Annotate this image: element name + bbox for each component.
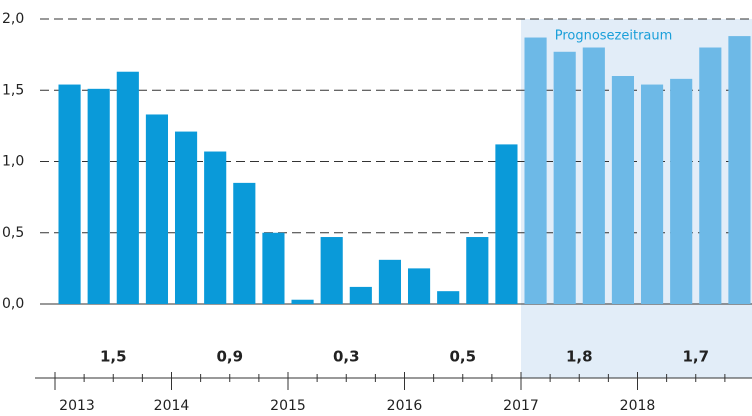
x-tick-label: 2015 — [270, 398, 306, 414]
x-tick-label: 2014 — [154, 398, 190, 414]
bar — [145, 114, 169, 304]
bar — [611, 76, 635, 304]
forecast-label: Prognosezeitraum — [555, 29, 673, 44]
bar — [699, 47, 722, 304]
bar — [728, 36, 751, 304]
bar — [553, 51, 576, 305]
bar — [320, 237, 343, 304]
x-tick-label: 2013 — [59, 398, 95, 414]
bar — [640, 84, 664, 304]
annual-value-label: 0,9 — [216, 348, 243, 366]
bar — [582, 47, 605, 304]
bar — [437, 291, 460, 304]
bar — [116, 71, 139, 304]
bar — [349, 286, 372, 304]
bar — [174, 131, 198, 304]
bar — [58, 84, 81, 304]
bar — [466, 237, 489, 304]
bar — [378, 259, 402, 304]
annual-value-label: 1,5 — [100, 348, 127, 366]
bar — [291, 299, 314, 304]
bar — [495, 144, 518, 304]
annual-value-label: 1,8 — [566, 348, 593, 366]
x-tick-label: 2018 — [620, 398, 656, 414]
bar — [670, 78, 693, 304]
bar — [262, 232, 285, 304]
annual-value-label: 0,3 — [333, 348, 360, 366]
bar — [407, 268, 431, 304]
annual-value-label: 0,5 — [449, 348, 476, 366]
y-tick-label: 1,5 — [2, 82, 24, 98]
y-tick-label: 0,0 — [2, 296, 24, 312]
x-tick-label: 2016 — [387, 398, 423, 414]
y-tick-label: 2,0 — [2, 11, 24, 27]
bar — [524, 37, 547, 305]
annual-value-label: 1,7 — [682, 348, 709, 366]
bar — [233, 182, 256, 304]
bar — [87, 88, 110, 304]
y-tick-label: 1,0 — [2, 154, 24, 170]
bar — [204, 151, 227, 304]
y-tick-label: 0,5 — [2, 225, 24, 241]
x-tick-label: 2017 — [503, 398, 539, 414]
